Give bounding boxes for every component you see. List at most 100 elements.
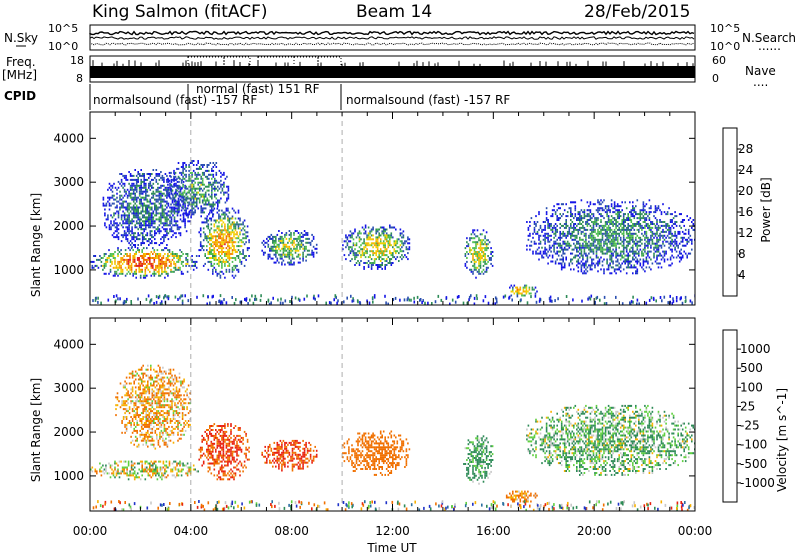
speckle-cell (207, 295, 209, 299)
echo-cell (141, 249, 143, 252)
echo-cell (125, 192, 127, 195)
echo-cell (636, 268, 639, 271)
echo-cell (563, 240, 566, 243)
echo-cell (342, 244, 344, 247)
echo-cell (131, 232, 133, 235)
echo-cell (102, 202, 105, 205)
echo-cell (149, 238, 152, 241)
echo-cell (408, 248, 411, 251)
echo-cell (204, 201, 207, 204)
echo-cell (633, 232, 636, 235)
echo-cell (152, 186, 155, 189)
echo-cell (188, 169, 190, 172)
echo-cell (219, 255, 222, 257)
echo-cell (138, 258, 140, 261)
echo-cell (197, 162, 199, 164)
echo-cell (117, 247, 119, 250)
echo-cell (135, 188, 138, 191)
echo-cell (657, 234, 660, 237)
echo-cell (288, 251, 291, 254)
echo-cell (143, 224, 145, 227)
echo-cell (612, 230, 614, 233)
echo-cell (650, 226, 652, 229)
echo-cell (639, 264, 642, 267)
echo-cell (485, 268, 488, 271)
echo-cell (396, 256, 399, 259)
echo-cell (574, 201, 577, 204)
echo-cell (270, 237, 273, 240)
echo-cell (149, 234, 152, 237)
echo-cell (189, 199, 192, 202)
echo-cell (346, 236, 349, 239)
echo-cell (206, 164, 209, 166)
echo-cell (364, 262, 367, 264)
speckle-cell (572, 298, 574, 302)
echo-cell (644, 232, 646, 235)
echo-cell (612, 252, 614, 255)
echo-cell (132, 216, 135, 219)
echo-cell (636, 199, 639, 202)
echo-cell (203, 193, 205, 196)
echo-cell (237, 211, 240, 214)
speckle-cell (270, 301, 272, 305)
echo-cell (352, 242, 355, 245)
echo-cell (237, 237, 240, 240)
echo-cell (656, 262, 658, 265)
echo-cell (211, 177, 213, 180)
echo-cell (184, 218, 186, 221)
echo-cell (134, 224, 136, 227)
echo-cell (381, 226, 383, 229)
echo-cell (390, 262, 393, 264)
echo-cell (208, 173, 210, 176)
echo-cell (150, 262, 153, 265)
echo-cell (151, 218, 153, 221)
echo-cell (151, 192, 153, 195)
echo-cell (111, 234, 114, 237)
echo-cell (345, 258, 347, 261)
echo-cell (122, 214, 124, 217)
echo-cell (553, 205, 555, 208)
echo-cell (616, 224, 619, 227)
echo-cell (619, 250, 622, 253)
echo-cell (141, 268, 143, 271)
echo-cell (610, 254, 613, 257)
echo-cell (155, 206, 158, 209)
echo-cell (603, 242, 605, 245)
echo-cell (117, 228, 120, 231)
echo-cell (633, 223, 636, 225)
echo-cell (610, 242, 613, 245)
echo-cell (192, 187, 195, 190)
echo-cell (192, 260, 195, 263)
echo-cell (635, 232, 637, 235)
echo-cell (240, 245, 243, 248)
speckle-cell (211, 295, 214, 299)
echo-cell (182, 185, 184, 188)
echo-cell (582, 264, 584, 267)
echo-cell (299, 247, 301, 250)
echo-cell (242, 233, 244, 236)
echo-cell (149, 184, 152, 187)
echo-cell (179, 171, 181, 174)
echo-cell (164, 204, 167, 207)
echo-cell (512, 286, 514, 289)
nave-dotted-box (223, 56, 251, 78)
echo-cell (270, 257, 273, 260)
echo-cell (170, 264, 172, 267)
echo-cell (192, 199, 195, 202)
echo-cell (162, 255, 165, 257)
echo-cell (201, 247, 203, 250)
echo-cell (622, 228, 625, 231)
echo-cell (147, 253, 150, 255)
echo-cell (554, 213, 557, 216)
echo-cell (212, 209, 215, 212)
echo-cell (610, 244, 613, 247)
echo-cell (597, 248, 599, 251)
echo-cell (204, 203, 207, 206)
echo-cell (678, 250, 681, 253)
echo-cell (606, 238, 608, 241)
echo-cell (134, 178, 136, 181)
echo-cell (173, 171, 175, 174)
echo-cell (154, 220, 156, 223)
echo-cell (553, 242, 555, 245)
echo-cell (135, 220, 138, 223)
